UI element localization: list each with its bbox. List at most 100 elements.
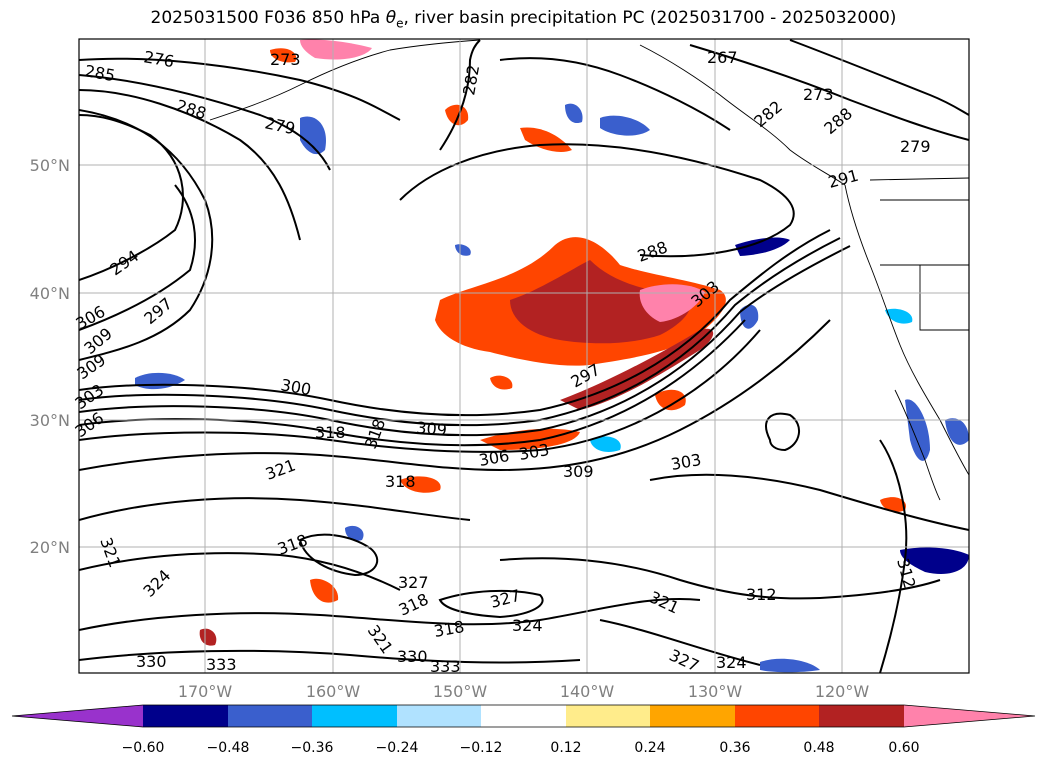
- longitude-labels: 170°W 160°W 150°W 140°W 130°W 120°W: [178, 682, 870, 701]
- precip-region-southwest-2: [199, 628, 217, 646]
- coastline-baja: [894, 389, 941, 501]
- precip-neg-northwest: [300, 116, 326, 155]
- colorbar-segment: [312, 705, 397, 727]
- lat-label: 40°N: [30, 284, 70, 303]
- colorbar: −0.60 −0.48 −0.36 −0.24 −0.12 0.12 0.24 …: [11, 704, 1036, 756]
- precip-neg-east-1: [735, 237, 790, 256]
- colorbar-tick-label: −0.12: [460, 740, 503, 756]
- precip-neg-southcentral: [345, 525, 364, 541]
- coastline-west-coast: [844, 184, 969, 476]
- contour-line: [79, 114, 184, 281]
- precip-positive-regions: [199, 39, 906, 646]
- contour-label: 324: [716, 653, 747, 672]
- title-suffix: , river basin precipitation PC (20250317…: [403, 8, 897, 28]
- map-title: 2025031500 F036 850 hPa θe, river basin …: [0, 8, 1047, 30]
- colorbar-tick-label: 0.12: [550, 740, 581, 756]
- precip-neg-center-small: [455, 244, 471, 256]
- contour-line: [499, 557, 941, 600]
- colorbar-tick-label: −0.36: [291, 740, 334, 756]
- colorbar-tick-label: 0.60: [888, 740, 919, 756]
- latitude-labels: 50°N 40°N 30°N 20°N: [30, 156, 70, 557]
- precip-neg-east-strip: [905, 399, 930, 461]
- precip-neg-south-strip: [760, 658, 820, 673]
- precip-region-north-orange: [270, 48, 297, 63]
- contour-label: 279: [900, 137, 931, 156]
- colorbar-segment: [397, 705, 481, 727]
- coastlines: [209, 39, 969, 501]
- precip-region-north-pink: [300, 39, 372, 60]
- gridlines: [79, 39, 969, 673]
- precip-region-north-center: [445, 104, 469, 126]
- title-subscript: e: [396, 16, 404, 31]
- contour-line: [879, 439, 908, 673]
- colorbar-segment: [650, 705, 735, 727]
- contour-line: [79, 649, 581, 664]
- contour-line: [79, 57, 401, 121]
- precip-region-east-coast: [880, 497, 906, 512]
- contour-label: 267: [707, 48, 738, 67]
- colorbar-tick-label: −0.24: [376, 740, 419, 756]
- contour-line: [79, 319, 831, 472]
- contour-line: [649, 473, 969, 531]
- colorbar-tick-label: 0.36: [719, 740, 750, 756]
- colorbar-segment: [566, 705, 650, 727]
- colorbar-tick-label: 0.48: [803, 740, 834, 756]
- contour-label: 327: [398, 573, 429, 592]
- colorbar-tick-label: 0.24: [634, 740, 665, 756]
- lat-label: 30°N: [30, 411, 70, 430]
- contour-line: [79, 229, 831, 417]
- colorbar-left-extension: [12, 705, 143, 727]
- precip-region-east-small: [655, 389, 686, 411]
- title-prefix: 2025031500 F036 850 hPa: [150, 8, 386, 28]
- contour-label: 324: [512, 616, 543, 635]
- lon-label: 130°W: [688, 682, 743, 701]
- contour-label: 330: [136, 652, 167, 671]
- contour-label: 333: [206, 655, 237, 674]
- colorbar-tick-label: −0.48: [207, 740, 250, 756]
- map-frame: [78, 38, 970, 674]
- precip-region-north-mid: [520, 127, 572, 152]
- precip-neg-north-center: [600, 115, 650, 136]
- colorbar-segment: [735, 705, 819, 727]
- contour-line: [765, 412, 800, 452]
- colorbar-segment: [481, 705, 566, 727]
- contour-line: [79, 552, 401, 591]
- colorbar-right-extension: [904, 705, 1035, 727]
- contour-line: [438, 589, 544, 619]
- theta-e-contours: [79, 39, 969, 673]
- colorbar-segment: [819, 705, 904, 727]
- lon-label: 160°W: [306, 682, 361, 701]
- contour-label: 273: [803, 85, 834, 104]
- colorbar-segment: [228, 705, 312, 727]
- precip-neg-lightblue-2: [885, 308, 913, 324]
- contour-label: 330: [397, 647, 428, 666]
- precip-neg-east-2: [740, 304, 759, 329]
- contour-line: [789, 39, 969, 116]
- precip-negative-regions: [135, 103, 969, 673]
- state-border-3: [919, 265, 969, 331]
- contour-line: [79, 245, 851, 437]
- lon-label: 140°W: [560, 682, 615, 701]
- contour-label: 273: [270, 50, 301, 69]
- coastline-southeast-alaska: [639, 44, 846, 186]
- colorbar-segment: [143, 705, 228, 727]
- contour-label: 333: [430, 657, 461, 676]
- contour-line: [79, 319, 746, 447]
- contour-label: 309: [563, 462, 594, 481]
- precip-region-mid-small: [490, 375, 513, 390]
- lat-label: 20°N: [30, 538, 70, 557]
- contour-line: [439, 39, 481, 151]
- precip-region-central-peak: [639, 284, 705, 322]
- contour-label: 309: [416, 418, 448, 440]
- contour-line: [79, 598, 701, 631]
- contour-line: [298, 533, 379, 577]
- precip-region-orange-edge: [400, 476, 441, 493]
- coastline-alaska: [209, 39, 481, 121]
- colorbar-tick-label: −0.60: [122, 740, 165, 756]
- contour-label: 318: [385, 472, 416, 491]
- precip-region-central-core: [510, 260, 691, 344]
- precip-neg-baja: [945, 418, 969, 445]
- lon-label: 170°W: [178, 682, 233, 701]
- contour-line: [499, 57, 731, 131]
